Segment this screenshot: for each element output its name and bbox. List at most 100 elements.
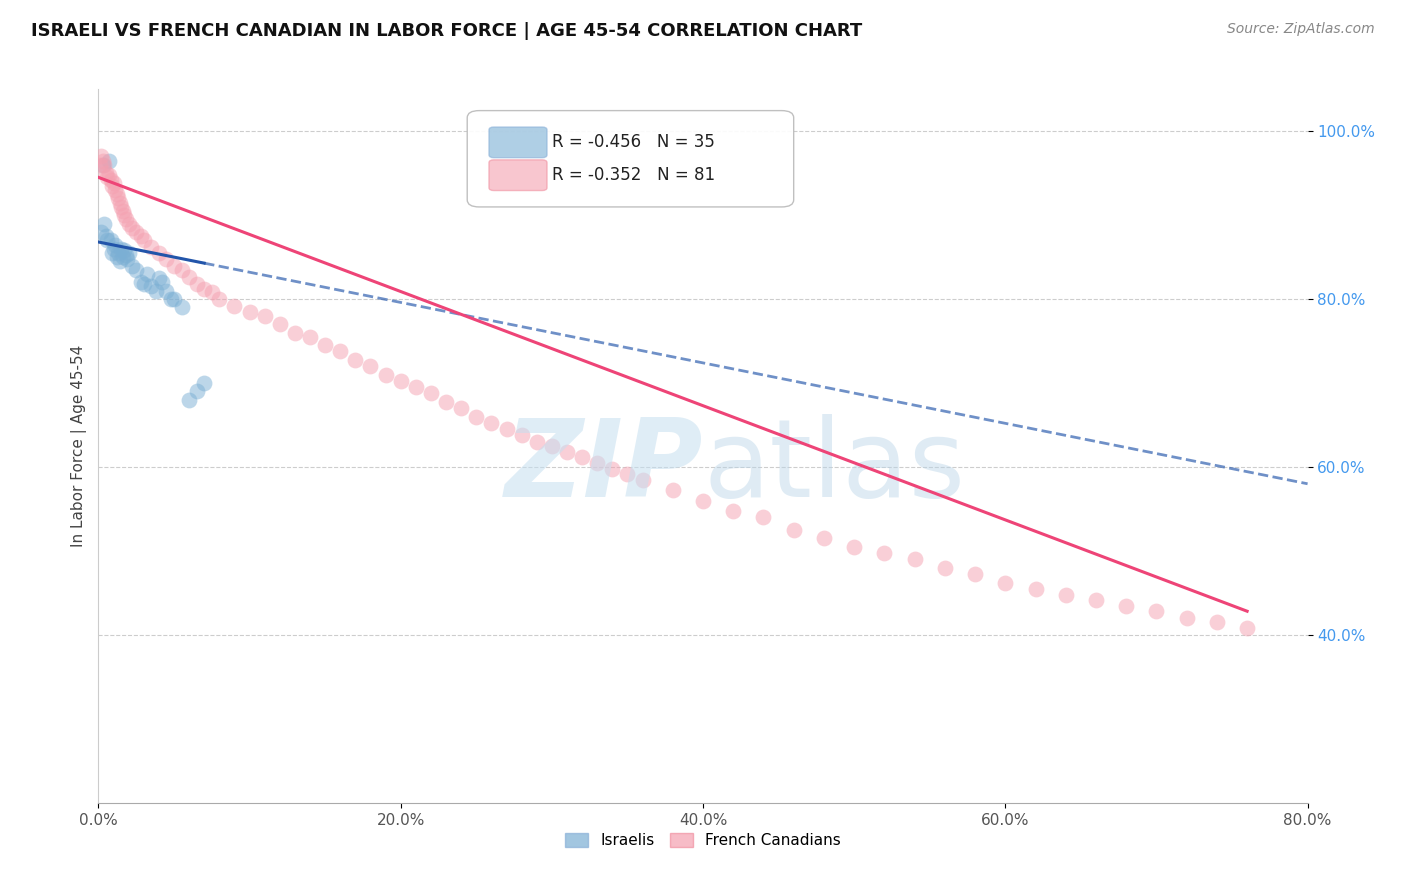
Point <box>299 330 322 344</box>
Point <box>104 237 127 252</box>
Point <box>98 168 121 182</box>
Point <box>129 229 152 244</box>
Text: R = -0.456   N = 35: R = -0.456 N = 35 <box>551 133 714 151</box>
Point <box>141 240 163 254</box>
Point <box>344 352 367 367</box>
Point <box>1236 621 1258 635</box>
Point <box>98 153 121 168</box>
Point <box>100 233 122 247</box>
Point <box>269 318 291 332</box>
Point <box>163 292 186 306</box>
Point <box>105 187 128 202</box>
Point <box>90 149 112 163</box>
Point <box>101 246 124 260</box>
Point <box>135 267 157 281</box>
Point <box>121 220 143 235</box>
Point <box>253 309 276 323</box>
Point <box>108 195 131 210</box>
Point <box>125 225 148 239</box>
Point <box>163 259 186 273</box>
Point <box>1024 582 1046 596</box>
Point <box>616 467 638 481</box>
Point <box>752 510 775 524</box>
Point <box>284 326 307 340</box>
Point <box>110 200 132 214</box>
Point <box>145 284 167 298</box>
Point <box>179 270 201 285</box>
Point <box>93 158 115 172</box>
Point <box>93 217 115 231</box>
Point <box>239 304 262 318</box>
Point <box>179 392 201 407</box>
Point <box>994 575 1017 590</box>
Text: Source: ZipAtlas.com: Source: ZipAtlas.com <box>1227 22 1375 37</box>
Point <box>495 422 517 436</box>
Point <box>125 262 148 277</box>
Point <box>434 394 457 409</box>
Point <box>132 277 155 291</box>
Point <box>186 384 208 399</box>
Point <box>1144 604 1167 618</box>
Point <box>193 282 215 296</box>
Point <box>481 417 503 431</box>
Point <box>723 503 745 517</box>
Point <box>526 434 548 449</box>
Point <box>112 244 135 258</box>
Point <box>934 560 956 574</box>
Point <box>89 158 111 172</box>
Point <box>105 250 128 264</box>
Point <box>873 546 896 560</box>
Point <box>586 456 609 470</box>
Point <box>965 567 987 582</box>
Point <box>329 344 352 359</box>
Point <box>148 271 170 285</box>
Y-axis label: In Labor Force | Age 45-54: In Labor Force | Age 45-54 <box>72 345 87 547</box>
Point <box>510 428 533 442</box>
Point <box>540 439 562 453</box>
Point <box>132 233 155 247</box>
Point <box>118 246 141 260</box>
Point <box>224 299 246 313</box>
Point <box>103 176 125 190</box>
FancyBboxPatch shape <box>489 160 547 191</box>
Text: ISRAELI VS FRENCH CANADIAN IN LABOR FORCE | AGE 45-54 CORRELATION CHART: ISRAELI VS FRENCH CANADIAN IN LABOR FORC… <box>31 22 862 40</box>
Point <box>111 250 134 264</box>
Point <box>360 359 382 374</box>
Point <box>813 532 835 546</box>
Point <box>1115 599 1137 613</box>
Point <box>420 386 443 401</box>
Point <box>121 259 143 273</box>
Text: atlas: atlas <box>703 415 965 520</box>
Point <box>107 191 129 205</box>
Point <box>374 368 396 382</box>
Point <box>904 552 927 566</box>
Point <box>115 252 138 266</box>
Point <box>114 248 136 262</box>
Point <box>94 229 117 244</box>
Point <box>91 153 114 168</box>
Point <box>1206 615 1229 630</box>
Point <box>201 285 224 300</box>
Point <box>170 262 193 277</box>
Point <box>160 292 183 306</box>
Point <box>631 473 654 487</box>
Point <box>90 225 112 239</box>
FancyBboxPatch shape <box>489 127 547 158</box>
Point <box>1085 592 1108 607</box>
Point <box>193 376 215 390</box>
Text: R = -0.352   N = 81: R = -0.352 N = 81 <box>551 166 716 184</box>
Point <box>602 461 624 475</box>
Point <box>141 279 163 293</box>
Point <box>389 375 412 389</box>
Point <box>571 450 593 464</box>
Point <box>110 242 132 256</box>
Point <box>783 523 806 537</box>
Point <box>405 380 427 394</box>
Point <box>101 178 124 193</box>
Point <box>94 166 117 180</box>
Point <box>103 242 125 256</box>
Point <box>155 252 177 266</box>
Point <box>107 246 129 260</box>
Point <box>96 233 118 247</box>
Point <box>208 292 231 306</box>
